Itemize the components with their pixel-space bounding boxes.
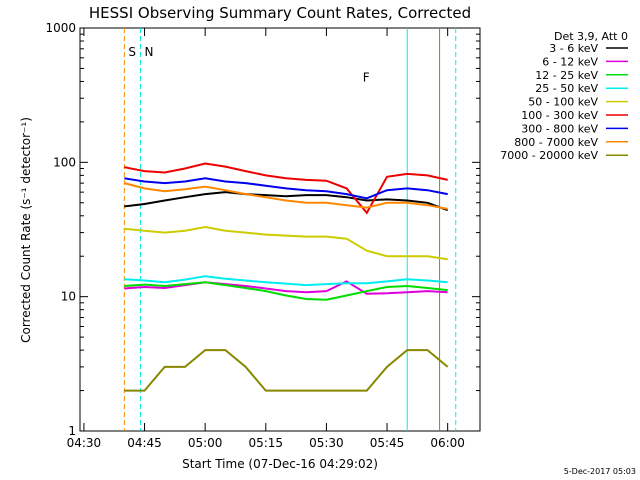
legend-label-4: 50 - 100 keV — [528, 96, 598, 109]
x-tick-label-4: 05:30 — [309, 436, 344, 450]
series-line-5 — [124, 162, 448, 215]
series-line-0 — [124, 191, 449, 212]
legend-label-3: 25 - 50 keV — [535, 82, 598, 95]
legend-header: Det 3,9, Att 0 — [554, 30, 628, 43]
x-tick-label-1: 04:45 — [127, 436, 162, 450]
series-line-3 — [124, 275, 448, 287]
x-tick-label-0: 04:30 — [67, 436, 102, 450]
legend-label-2: 12 - 25 keV — [535, 69, 598, 82]
legend-label-8: 7000 - 20000 keV — [500, 149, 598, 162]
series-line-8 — [124, 349, 449, 392]
annotation-2: F — [363, 70, 370, 84]
x-tick-label-5: 05:45 — [370, 436, 405, 450]
legend-label-5: 100 - 300 keV — [521, 109, 598, 122]
y-tick-label-2: 100 — [53, 155, 76, 169]
y-tick-label-0: 1 — [68, 424, 76, 438]
x-axis-label: Start Time (07-Dec-16 04:29:02) — [182, 457, 378, 471]
series-line-7 — [124, 182, 448, 210]
legend-label-6: 300 - 800 keV — [521, 122, 598, 135]
series-line-1 — [124, 280, 448, 295]
annotation-0: S — [128, 45, 136, 59]
footer-date: 5-Dec-2017 05:03 — [564, 467, 636, 476]
axis-ticks: 04:30 04:45 05:00 05:15 05:30 05:45 06:00 1 10 10… — [45, 21, 480, 450]
legend-label-7: 800 - 7000 keV — [514, 136, 598, 149]
y-axis-label: Corrected Count Rate (s⁻¹ detector⁻¹) — [19, 117, 33, 343]
annotation-1: N — [144, 45, 153, 59]
x-tick-label-6: 06:00 — [430, 436, 465, 450]
legend-label-0: 3 - 6 keV — [549, 42, 598, 55]
plot-area-frame — [79, 27, 481, 432]
series-line-6 — [124, 177, 448, 200]
vertical-markers — [123, 28, 457, 431]
x-tick-label-3: 05:15 — [248, 436, 283, 450]
chart-title: HESSI Observing Summary Count Rates, Cor… — [89, 4, 471, 22]
y-tick-label-3: 1000 — [45, 21, 76, 35]
legend-label-1: 6 - 12 keV — [542, 55, 598, 68]
series-line-2 — [124, 281, 448, 301]
x-tick-label-2: 05:00 — [188, 436, 223, 450]
y-tick-label-1: 10 — [61, 290, 76, 304]
annotations: S N F — [128, 45, 369, 85]
series-line-4 — [124, 225, 448, 261]
series-lines — [124, 162, 449, 392]
